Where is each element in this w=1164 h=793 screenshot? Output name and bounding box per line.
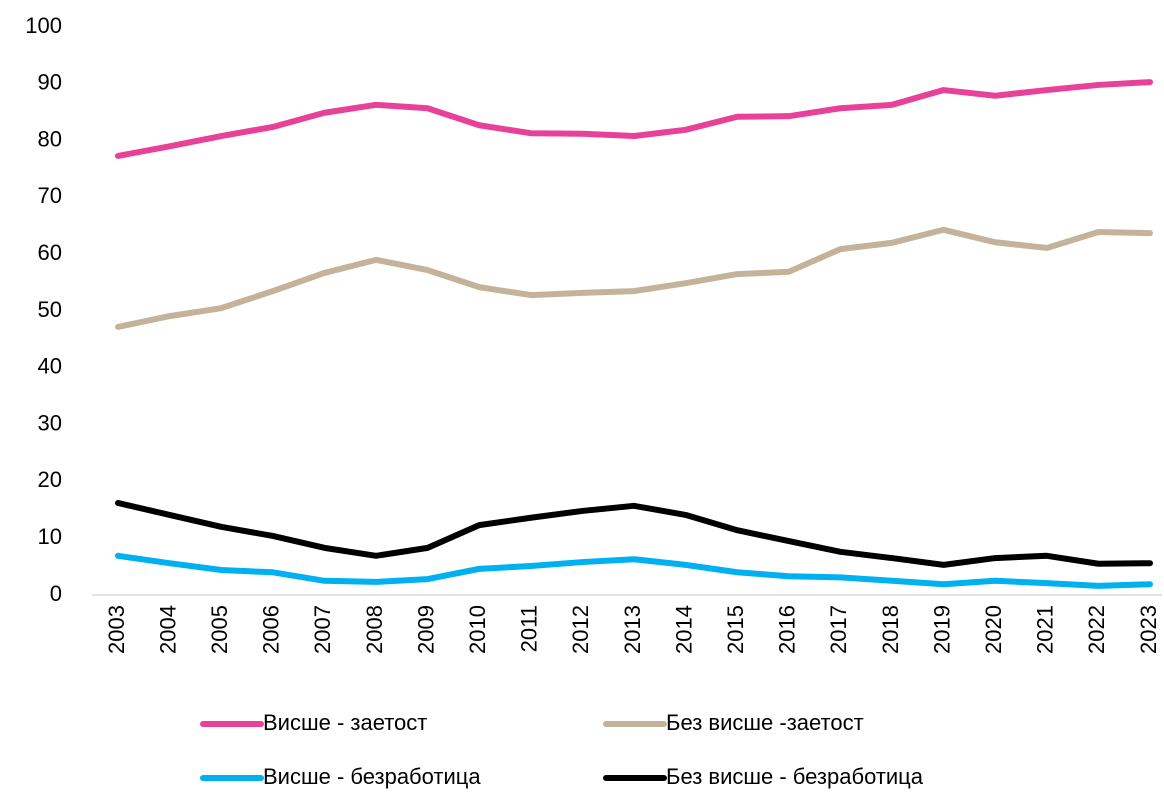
x-tick-label: 2007 [310,605,335,654]
legend-label: Без висше - безработица [666,764,924,789]
x-tick-label: 2008 [362,605,387,654]
series-line [115,499,1153,568]
x-tick-label: 2009 [413,605,438,654]
x-tick-label: 2004 [155,605,180,654]
x-tick-label: 2005 [207,605,232,654]
y-tick-label: 30 [38,410,62,435]
series-line [115,552,1153,589]
x-tick-label: 2006 [259,605,284,654]
y-tick-label: 60 [38,240,62,265]
x-tick-label: 2013 [620,605,645,654]
x-tick-label: 2011 [517,605,542,652]
y-tick-label: 50 [38,297,62,322]
x-tick-label: 2022 [1084,605,1109,654]
y-tick-label: 100 [25,13,62,38]
y-tick-label: 20 [38,467,62,492]
legend-label: Висше - безработица [263,764,481,789]
x-tick-label: 2015 [723,605,748,654]
legend-label: Без висше -заетост [666,710,864,735]
y-tick-label: 90 [38,70,62,95]
x-tick-label: 2010 [465,605,490,654]
y-tick-label: 80 [38,126,62,151]
x-tick-label: 2017 [826,605,851,654]
x-tick-label: 2012 [568,605,593,654]
x-tick-label: 2023 [1136,605,1161,654]
x-tick-label: 2014 [671,605,696,654]
x-tick-label: 2018 [878,605,903,654]
x-tick-label: 2019 [929,605,954,654]
x-tick-label: 2016 [775,605,800,654]
series-line [115,79,1153,159]
legend-label: Висше - заетост [263,710,427,735]
y-tick-label: 10 [38,524,62,549]
y-tick-label: 0 [50,581,62,606]
series-line [115,226,1153,330]
x-tick-label: 2003 [104,605,129,654]
x-tick-label: 2021 [1033,605,1058,654]
y-tick-label: 40 [38,354,62,379]
x-tick-label: 2020 [981,605,1006,654]
y-tick-label: 70 [38,183,62,208]
